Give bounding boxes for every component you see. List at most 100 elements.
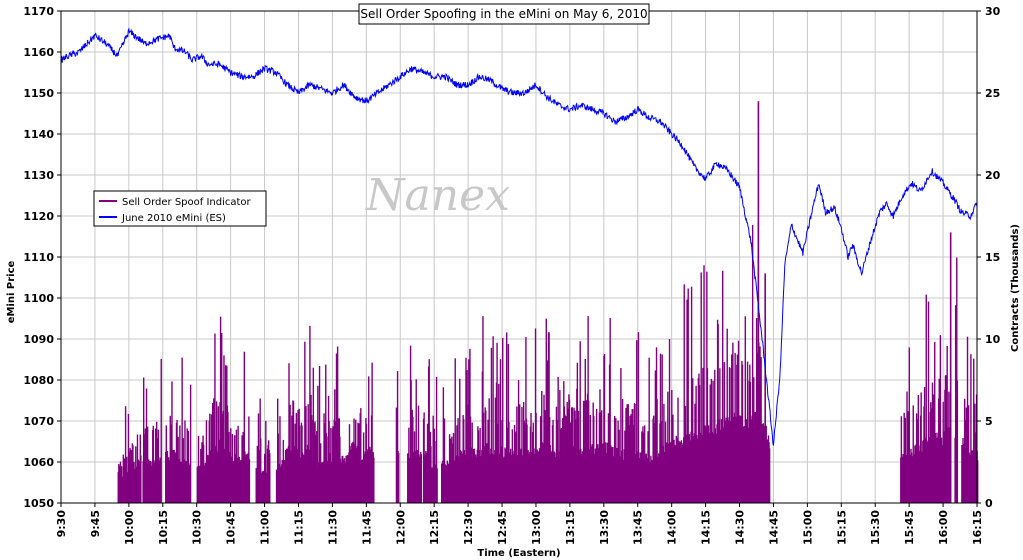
spoof-bar — [557, 376, 559, 503]
spoof-bar — [265, 420, 267, 503]
chart-title-box: Sell Order Spoofing in the eMini on May … — [358, 3, 650, 25]
right-axis-label: Contracts (Thousands) — [1010, 224, 1021, 352]
spoof-bar — [205, 420, 208, 503]
x-tick-label: 12:15 — [428, 510, 441, 545]
spoof-bar — [459, 378, 461, 503]
spoof-bar — [584, 358, 586, 503]
spoof-bar — [221, 333, 223, 503]
spoof-bar — [189, 384, 192, 503]
spoof-bar — [436, 468, 438, 503]
spoof-bar — [279, 416, 281, 503]
spoof-bar — [973, 358, 975, 503]
spoof-bar — [468, 359, 470, 503]
x-tick-label: 10:00 — [123, 510, 136, 545]
spoof-bar — [181, 357, 183, 503]
x-tick-label: 10:45 — [225, 510, 238, 545]
x-tick-label: 13:45 — [632, 510, 645, 545]
spoof-bar — [492, 336, 494, 503]
x-tick-label: 14:15 — [700, 510, 713, 545]
left-tick-label: 1100 — [23, 292, 54, 305]
spoof-bar — [260, 438, 262, 503]
spoof-bar — [465, 357, 467, 503]
spoof-bar — [661, 354, 663, 503]
spoof-bar — [579, 341, 581, 503]
spoof-bar — [498, 383, 500, 503]
spoof-bar — [934, 341, 936, 503]
x-tick-label: 11:30 — [326, 510, 339, 545]
left-axis-ticks: 1050 1060 1070 1080 1090 1100 1110 1120 1130 1140… — [23, 5, 61, 510]
spoof-bar — [368, 376, 370, 503]
spoof-bar — [140, 455, 142, 503]
spoof-bar — [318, 366, 321, 503]
spoof-bar — [559, 390, 561, 503]
spoof-bar — [908, 347, 910, 503]
spoof-bar — [432, 415, 434, 503]
chart-title: Sell Order Spoofing in the eMini on May … — [360, 7, 647, 21]
x-tick-label: 15:30 — [869, 510, 882, 545]
spoof-bar — [974, 403, 976, 503]
spoof-bar — [939, 335, 942, 503]
spoof-bar — [636, 340, 638, 503]
spoof-bar — [316, 431, 318, 503]
spoof-bar — [700, 272, 702, 503]
spoof-bar — [927, 301, 930, 503]
spoof-bar — [555, 406, 558, 503]
spoof-bar — [248, 459, 251, 503]
right-tick-label: 25 — [985, 87, 1000, 100]
spoof-bar — [415, 379, 417, 503]
legend-label-emini: June 2010 eMini (ES) — [121, 213, 226, 224]
left-tick-label: 1080 — [23, 374, 54, 387]
spoof-bar — [726, 328, 728, 503]
spoof-peak-bar — [764, 273, 766, 503]
spoof-bar — [912, 405, 914, 503]
spoof-bar — [410, 380, 412, 503]
spoof-bar — [288, 363, 290, 503]
spoof-bar — [490, 347, 493, 503]
spoof-bar — [656, 399, 658, 503]
spoof-bar — [634, 404, 636, 503]
spoof-bar — [371, 362, 373, 503]
spoof-bar — [659, 353, 662, 503]
spoof-bar — [648, 357, 650, 503]
spoof-bar — [721, 270, 724, 503]
x-tick-label: 13:15 — [564, 510, 577, 545]
spoof-bar — [546, 360, 549, 503]
spoof-bar — [925, 294, 927, 503]
spoof-bar — [417, 405, 420, 503]
spoof-bar — [227, 411, 229, 503]
spoof-bar — [496, 342, 498, 503]
x-tick-label: 11:00 — [259, 510, 272, 545]
spoof-bar — [663, 403, 665, 503]
left-tick-label: 1130 — [23, 169, 54, 182]
spoof-bar — [502, 338, 504, 503]
spoof-bar — [488, 398, 490, 503]
spoof-bar — [442, 387, 445, 503]
spoof-bar — [494, 397, 497, 503]
spoof-bar — [396, 371, 399, 503]
spoof-bar — [920, 392, 922, 503]
spoof-bar — [545, 318, 547, 503]
x-tick-label: 12:30 — [462, 510, 475, 545]
left-tick-label: 1050 — [23, 497, 54, 510]
left-tick-label: 1170 — [23, 5, 54, 18]
x-tick-label: 15:00 — [801, 510, 814, 545]
spoof-bar — [637, 332, 640, 503]
legend-label-spoof: Sell Order Spoof Indicator — [122, 197, 252, 208]
spoof-bar — [521, 407, 523, 503]
spoof-bar — [360, 408, 362, 503]
x-tick-label: 13:30 — [598, 510, 611, 545]
spoof-bar — [317, 385, 319, 503]
emini-price-line — [60, 27, 978, 446]
x-tick-label: 11:45 — [360, 510, 373, 545]
x-tick-label: 9:30 — [55, 510, 68, 538]
right-tick-label: 0 — [985, 497, 993, 510]
left-tick-label: 1140 — [23, 128, 54, 141]
spoof-indicator-bars — [117, 101, 979, 504]
spoof-bar — [269, 453, 271, 503]
x-tick-label: 16:15 — [971, 510, 984, 545]
spoof-bar — [519, 404, 521, 503]
right-tick-label: 30 — [985, 5, 1001, 18]
spoof-bar — [211, 403, 214, 503]
spoof-bar — [466, 370, 468, 503]
spoof-bar — [956, 257, 958, 503]
